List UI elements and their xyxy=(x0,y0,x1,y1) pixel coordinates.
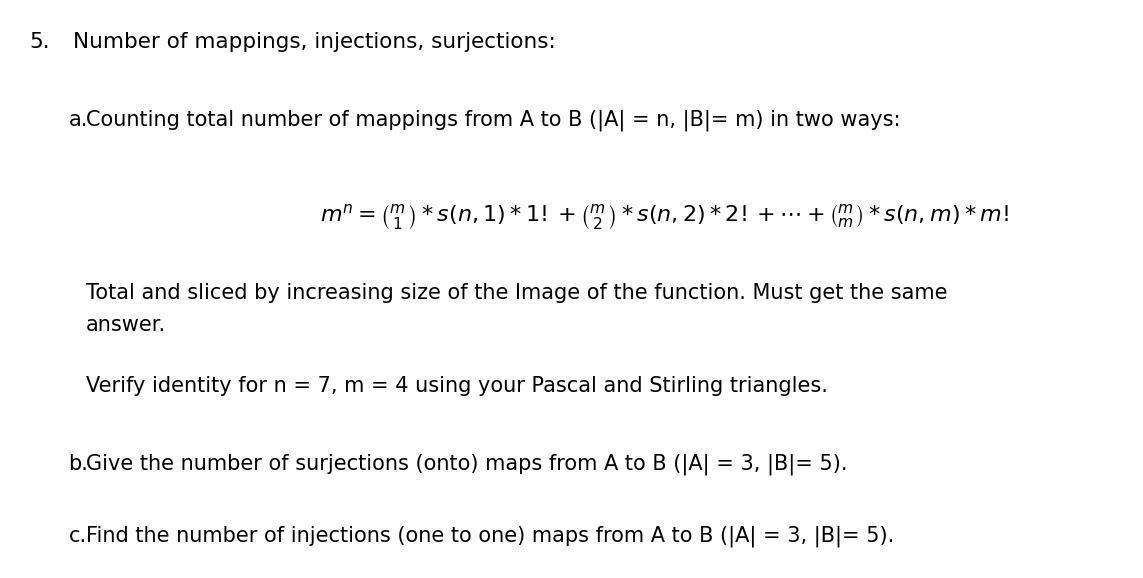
Text: 5.: 5. xyxy=(30,32,50,52)
Text: c.: c. xyxy=(69,526,87,546)
Text: Give the number of surjections (onto) maps from A to B (|A| = 3, |B|= 5).: Give the number of surjections (onto) ma… xyxy=(86,454,847,475)
Text: Counting total number of mappings from A to B (|A| = n, |B|= m) in two ways:: Counting total number of mappings from A… xyxy=(86,110,901,131)
Text: b.: b. xyxy=(69,454,88,474)
Text: Find the number of injections (one to one) maps from A to B (|A| = 3, |B|= 5).: Find the number of injections (one to on… xyxy=(86,526,894,547)
Text: Verify identity for n = 7, m = 4 using your Pascal and Stirling triangles.: Verify identity for n = 7, m = 4 using y… xyxy=(86,376,828,396)
Text: answer.: answer. xyxy=(86,315,166,335)
Text: a.: a. xyxy=(69,110,88,130)
Text: Number of mappings, injections, surjections:: Number of mappings, injections, surjecti… xyxy=(73,32,555,52)
Text: $m^n = \binom{m}{1} * s(n, 1) * 1! + \binom{m}{2} * s(n, 2) * 2! + \cdots + \bin: $m^n = \binom{m}{1} * s(n, 1) * 1! + \bi… xyxy=(320,202,1009,232)
Text: Total and sliced by increasing size of the Image of the function. Must get the s: Total and sliced by increasing size of t… xyxy=(86,283,948,303)
